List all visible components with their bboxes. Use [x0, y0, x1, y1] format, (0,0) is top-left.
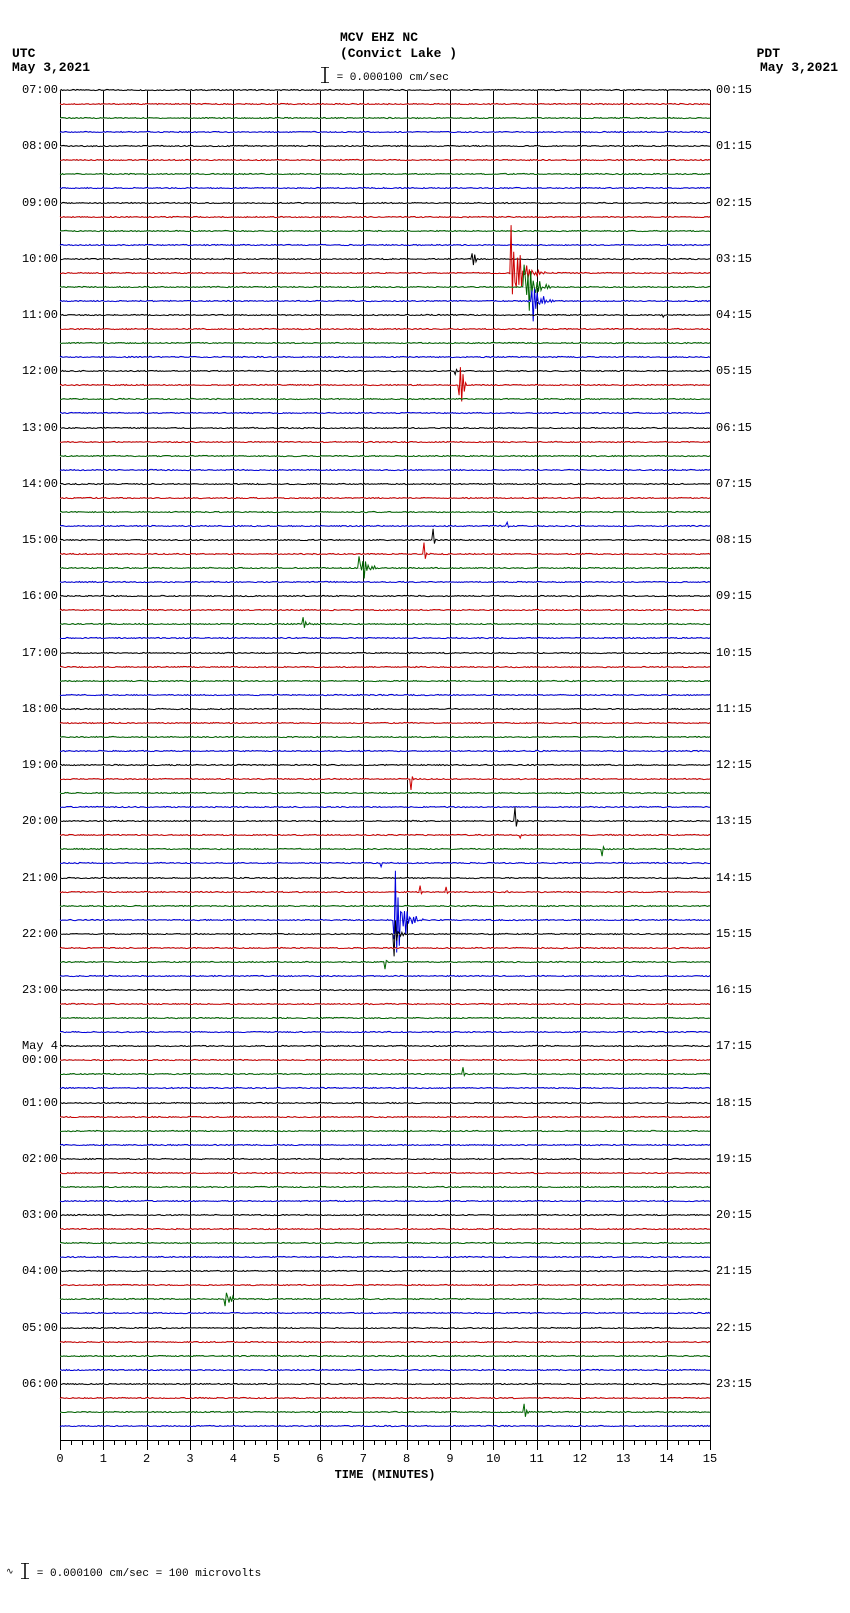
utc-time-label: 18:00: [8, 702, 58, 716]
station-code: MCV EHZ NC: [340, 30, 418, 45]
pdt-time-label: 04:15: [716, 308, 752, 322]
scale-indicator-top: = 0.000100 cm/sec: [320, 64, 449, 84]
pdt-time-label: 10:15: [716, 646, 752, 660]
pdt-time-label: 07:15: [716, 477, 752, 491]
x-tick-label: 12: [573, 1452, 587, 1466]
pdt-time-label: 11:15: [716, 702, 752, 716]
x-tick-label: 2: [143, 1452, 150, 1466]
utc-time-label: 11:00: [8, 308, 58, 322]
x-tick-label: 15: [703, 1452, 717, 1466]
pdt-label: PDT: [757, 46, 780, 61]
pdt-time-label: 22:15: [716, 1321, 752, 1335]
seismic-trace: [60, 920, 710, 956]
pdt-time-label: 13:15: [716, 814, 752, 828]
utc-time-label: 04:00: [8, 1264, 58, 1278]
pdt-time-label: 08:15: [716, 533, 752, 547]
scale-indicator-bottom: ∿ = 0.000100 cm/sec = 100 microvolts: [6, 1560, 261, 1580]
scale-text-bottom: = 0.000100 cm/sec = 100 microvolts: [37, 1568, 261, 1580]
pdt-time-label: 05:15: [716, 364, 752, 378]
x-tick-label: 14: [659, 1452, 673, 1466]
x-tick-label: 13: [616, 1452, 630, 1466]
pdt-date: May 3,2021: [760, 60, 838, 75]
utc-time-label: 10:00: [8, 252, 58, 266]
utc-time-label: 13:00: [8, 421, 58, 435]
pdt-time-label: 12:15: [716, 758, 752, 772]
seismic-trace: [60, 870, 710, 952]
seismic-trace: [60, 1404, 710, 1417]
scale-bar-icon: [20, 1563, 30, 1579]
station-location: (Convict Lake ): [340, 46, 457, 61]
x-tick-label: 6: [316, 1452, 323, 1466]
pdt-time-label: 21:15: [716, 1264, 752, 1278]
pdt-time-label: 17:15: [716, 1039, 752, 1053]
pdt-time-label: 03:15: [716, 252, 752, 266]
seismogram-page: MCV EHZ NC (Convict Lake ) = 0.000100 cm…: [0, 0, 850, 1613]
pdt-time-label: 19:15: [716, 1152, 752, 1166]
utc-date: May 3,2021: [12, 60, 90, 75]
x-tick-label: 5: [273, 1452, 280, 1466]
pdt-time-label: 15:15: [716, 927, 752, 941]
utc-time-label: 05:00: [8, 1321, 58, 1335]
utc-time-label: 02:00: [8, 1152, 58, 1166]
pdt-time-label: 14:15: [716, 871, 752, 885]
seismogram-plot: 0123456789101112131415TIME (MINUTES): [60, 90, 710, 1440]
utc-time-label: 08:00: [8, 139, 58, 153]
utc-time-label: 16:00: [8, 589, 58, 603]
seismic-trace: [60, 808, 710, 827]
x-tick-label: 9: [446, 1452, 453, 1466]
pdt-time-label: 01:15: [716, 139, 752, 153]
pdt-time-label: 20:15: [716, 1208, 752, 1222]
x-tick-label: 10: [486, 1452, 500, 1466]
seismic-trace: [60, 529, 710, 544]
seismic-trace: [60, 543, 710, 559]
x-tick-label: 4: [230, 1452, 237, 1466]
utc-time-label: 14:00: [8, 477, 58, 491]
pdt-time-label: 00:15: [716, 83, 752, 97]
x-tick-label: 8: [403, 1452, 410, 1466]
seismic-trace: [60, 289, 710, 322]
utc-time-label: 19:00: [8, 758, 58, 772]
pdt-time-label: 02:15: [716, 196, 752, 210]
utc-time-label: 09:00: [8, 196, 58, 210]
x-tick-label: 3: [186, 1452, 193, 1466]
utc-time-label: 17:00: [8, 646, 58, 660]
utc-time-label: 00:00: [8, 1053, 58, 1067]
utc-time-label: 22:00: [8, 927, 58, 941]
pdt-time-label: 18:15: [716, 1096, 752, 1110]
utc-time-label: 03:00: [8, 1208, 58, 1222]
scale-text-top: = 0.000100 cm/sec: [337, 72, 449, 84]
pdt-time-label: 23:15: [716, 1377, 752, 1391]
utc-time-label: 12:00: [8, 364, 58, 378]
scale-bar-icon: [320, 67, 330, 83]
seismic-trace: [60, 618, 710, 629]
utc-label: UTC: [12, 46, 35, 61]
utc-time-label: May 4: [8, 1039, 58, 1053]
x-tick-label: 11: [529, 1452, 543, 1466]
x-tick-label: 1: [100, 1452, 107, 1466]
pdt-time-label: 09:15: [716, 589, 752, 603]
utc-time-label: 15:00: [8, 533, 58, 547]
utc-time-label: 23:00: [8, 983, 58, 997]
x-tick-label: 0: [56, 1452, 63, 1466]
x-axis-title: TIME (MINUTES): [335, 1468, 436, 1482]
pdt-time-label: 16:15: [716, 983, 752, 997]
utc-time-label: 21:00: [8, 871, 58, 885]
utc-time-label: 20:00: [8, 814, 58, 828]
utc-time-label: 01:00: [8, 1096, 58, 1110]
utc-time-label: 07:00: [8, 83, 58, 97]
utc-time-label: 06:00: [8, 1377, 58, 1391]
pdt-time-label: 06:15: [716, 421, 752, 435]
x-tick-label: 7: [360, 1452, 367, 1466]
